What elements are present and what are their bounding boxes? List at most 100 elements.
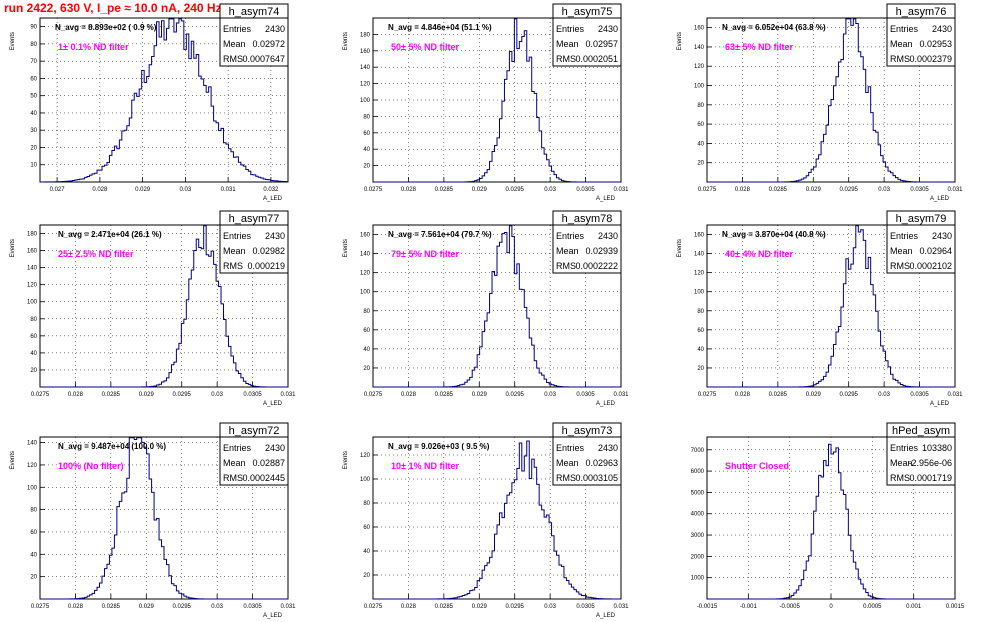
navg-label: N_avg = 6.052e+04 (63.8 %): [722, 23, 826, 32]
y-tick-label: 120: [694, 271, 705, 277]
y-tick-label: 60: [697, 122, 704, 128]
x-tick-label: 0.029: [806, 187, 822, 193]
filter-label: Shutter Closed: [725, 461, 789, 471]
y-tick-label: 100: [27, 300, 38, 306]
y-tick-label: 80: [30, 42, 37, 48]
histogram-series: [39, 18, 288, 183]
x-tick-label: 0.031: [280, 604, 296, 610]
x-tick-label: 0.028: [735, 392, 751, 398]
x-tick-label: 0.03: [878, 392, 890, 398]
y-tick-label: 40: [363, 147, 370, 153]
stat-value: 0.0002102: [909, 261, 952, 271]
stats-box: h_asym79 Entries 2430 Mean 0.02964 RMS 0.00021…: [886, 210, 956, 274]
x-tick-label: 0.031: [947, 187, 963, 193]
y-tick-label: 60: [30, 530, 37, 536]
stats-box: h_asym77 Entries 2430 Mean 0.02982 RMS 0.00021…: [219, 210, 289, 274]
stat-label: RMS: [223, 473, 243, 483]
stat-label: Mean: [890, 458, 913, 468]
y-tick-label: 60: [30, 76, 37, 82]
navg-label: N_avg = 7.561e+04 (79.7 %): [388, 230, 492, 239]
x-tick-label: 0.0295: [506, 187, 525, 193]
x-tick-label: 0.0285: [435, 187, 454, 193]
stat-value: 2430: [932, 24, 952, 34]
stats-box: h_asym73 Entries 2430 Mean 0.02963 RMS 0.00031…: [552, 422, 622, 486]
x-tick-label: 0.027: [50, 187, 66, 193]
y-tick-label: 20: [30, 575, 37, 581]
stat-value: 103380: [922, 443, 952, 453]
y-tick-label: 160: [694, 26, 705, 32]
stat-label: RMS: [556, 54, 576, 64]
y-tick-label: 100: [360, 477, 371, 483]
y-tick-label: 100: [360, 290, 371, 296]
x-tick-label: 0.029: [472, 392, 488, 398]
y-tick-label: 120: [360, 82, 371, 88]
x-axis-label: A_LED: [263, 613, 283, 619]
x-tick-label: 0.0295: [173, 392, 192, 398]
y-tick-label: 40: [697, 141, 704, 147]
x-tick-label: 0.031: [613, 392, 629, 398]
y-tick-label: 80: [697, 103, 704, 109]
stats-box-frame: [219, 210, 289, 274]
filter-label: 40± 4% ND filter: [725, 249, 793, 259]
plot-frame: [39, 224, 289, 388]
y-tick-label: 80: [363, 501, 370, 507]
y-tick-label: 20: [30, 145, 37, 151]
panel-hPed_asym: -0.0015 -0.001 -0.0005 0 0.0005 0.001 0.0015 10…: [691, 422, 965, 610]
x-tick-label: 0.028: [735, 187, 751, 193]
stat-value: 0.0003105: [575, 473, 618, 483]
x-tick-label: -0.001: [740, 604, 758, 610]
stats-box-frame: [552, 422, 622, 486]
x-tick-label: 0.029: [139, 604, 155, 610]
panel-h_asym73: 0.0275 0.028 0.0285 0.029 0.0295 0.03 0.0305 0.…: [343, 422, 629, 619]
stat-label: Entries: [890, 231, 919, 241]
stat-label: Mean: [223, 246, 246, 256]
x-tick-label: 0.0275: [364, 392, 383, 398]
navg-label: N_avg = 4.846e+04 (51.1 %): [388, 23, 492, 32]
y-tick-label: 120: [27, 463, 38, 469]
y-tick-label: 60: [363, 525, 370, 531]
stat-value: 2430: [265, 231, 285, 241]
x-tick-label: 0.028: [401, 392, 417, 398]
stat-label: RMS: [890, 54, 910, 64]
stats-box: h_asym78 Entries 2430 Mean 0.02939 RMS 0.00022…: [552, 210, 622, 274]
y-tick-label: 40: [30, 111, 37, 117]
stat-value: 0.0002445: [242, 473, 285, 483]
y-axis-label: Events: [10, 239, 16, 257]
y-tick-label: 20: [363, 573, 370, 579]
x-tick-label: 0.031: [613, 604, 629, 610]
panel-h_asym74: 0.027 0.028 0.029 0.03 0.031 0.032 10 20 30 40 50 6…: [10, 3, 289, 202]
y-tick-label: 40: [697, 347, 704, 353]
y-tick-label: 140: [694, 252, 705, 258]
stats-box-frame: [219, 3, 289, 67]
x-tick-label: 0.031: [280, 392, 296, 398]
x-tick-label: 0.03: [211, 604, 223, 610]
histogram-name: h_asym76: [896, 6, 947, 18]
x-axis-label: A_LED: [596, 196, 616, 202]
stat-label: Mean: [223, 458, 246, 468]
histogram-name: h_asym75: [562, 6, 613, 18]
stats-box: h_asym75 Entries 2430 Mean 0.02957 RMS 0.00020…: [552, 3, 622, 67]
y-tick-label: 2000: [691, 554, 705, 560]
filter-label: 63± 5% ND filter: [725, 42, 793, 52]
y-tick-label: 20: [363, 366, 370, 372]
y-tick-label: 60: [30, 334, 37, 340]
stat-value: 2430: [932, 231, 952, 241]
y-tick-label: 100: [694, 290, 705, 296]
plot-frame: [39, 436, 289, 600]
y-tick-label: 10: [30, 163, 37, 169]
stat-label: RMS: [890, 261, 910, 271]
navg-label: N_avg = 2.471e+04 (26.1 %): [58, 230, 162, 239]
stats-box: h_asym72 Entries 2430 Mean 0.02887 RMS 0.00024…: [219, 422, 289, 486]
histogram-series: [373, 225, 621, 388]
histogram-series: [707, 443, 955, 600]
x-tick-label: 0.0305: [243, 604, 262, 610]
plot-frame: [706, 224, 956, 388]
y-tick-label: 60: [363, 328, 370, 334]
y-tick-label: 20: [30, 368, 37, 374]
x-tick-label: 0.028: [68, 604, 84, 610]
x-tick-label: -0.0005: [779, 604, 800, 610]
stats-box: h_asym76 Entries 2430 Mean 0.02953 RMS 0.00023…: [886, 3, 956, 67]
stat-value: 0.0007647: [242, 54, 285, 64]
y-tick-label: 80: [30, 508, 37, 514]
stats-box-frame: [886, 422, 956, 486]
